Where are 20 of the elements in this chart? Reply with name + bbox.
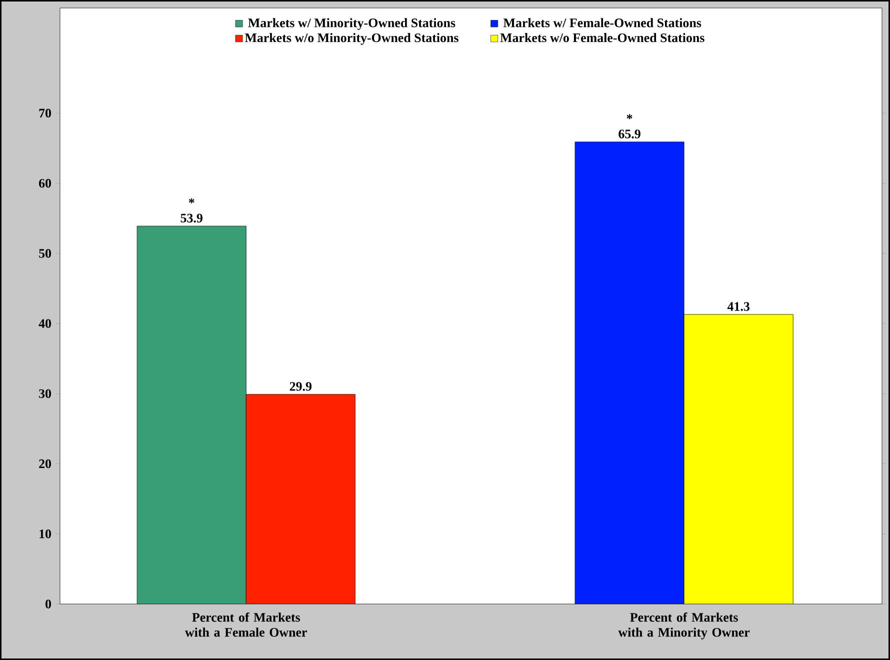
y-tick-label: 0 [46,600,52,608]
annotation: * [188,198,194,204]
x-tick-label: Percent of Markets with a Minority Owner [618,612,750,640]
data-label: 65.9 [618,130,640,138]
y-tick-label: 30 [39,389,52,398]
legend-label: Markets w/o Minority-Owned Stations [244,33,458,45]
y-tick-label: 10 [40,530,52,538]
annotation: * [626,114,632,120]
y-tick-label: 60 [38,178,52,188]
legend-label: Markets w/o Female-Owned Stations [500,33,704,42]
y-tick-label: 70 [39,108,52,118]
data-label: 53.9 [180,214,202,223]
x-tick-label: Percent of Markets with a Female Owner [185,612,307,637]
y-tick-label: 40 [38,319,52,328]
data-label: 41.3 [727,302,750,311]
legend-label: Markets w/ Minority-Owned Stations [248,18,456,30]
y-tick-label: 20 [39,459,52,468]
data-label: 29.9 [290,382,312,391]
y-tick-label: 50 [39,249,52,258]
legend-label: Markets w/ Female-Owned Stations [503,18,702,28]
